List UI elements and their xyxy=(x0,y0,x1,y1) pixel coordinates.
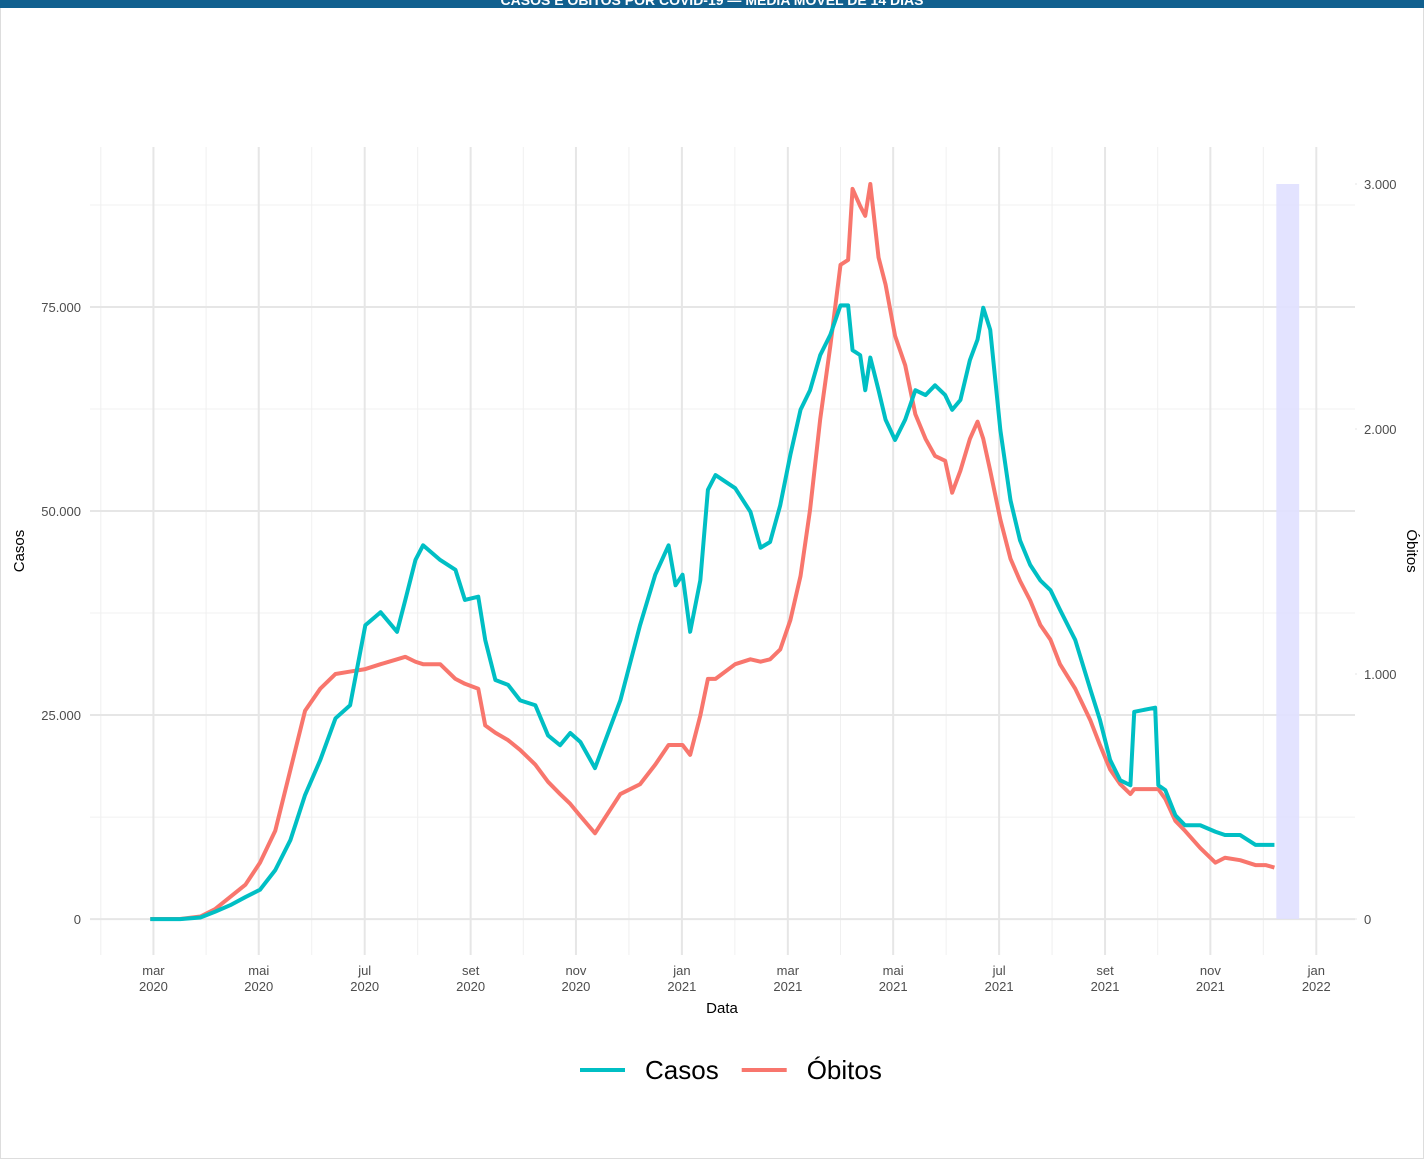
header-bar: CASOS E ÓBITOS POR COVID-19 — MÉDIA MÓVE… xyxy=(0,0,1424,8)
y-tick-label: 50.000 xyxy=(41,504,81,519)
x-tick-label: jan 2022 xyxy=(1302,963,1331,994)
chart-title: CASOS E ÓBITOS POR COVID-19 — MÉDIA MÓVE… xyxy=(500,0,924,8)
x-tick-label: nov 2020 xyxy=(561,963,590,994)
x-tick-label: mar 2021 xyxy=(773,963,802,994)
y2-tick-label: 0 xyxy=(1364,912,1371,927)
major-grid xyxy=(90,147,1355,955)
x-tick-label: set 2020 xyxy=(456,963,485,994)
series-line xyxy=(150,303,1275,922)
shaded-region xyxy=(1276,183,1300,919)
y2-axis-label: Óbitos xyxy=(1403,529,1420,572)
y-tick-label: 0 xyxy=(74,912,81,927)
x-tick-label: mai 2020 xyxy=(244,963,273,994)
y-axis-label: Casos xyxy=(11,530,28,573)
y2-tick-label: 3.000 xyxy=(1364,177,1397,192)
x-tick-label: mar 2020 xyxy=(139,963,168,994)
minor-grid xyxy=(90,147,1355,955)
legend: Casos Óbitos xyxy=(580,1055,882,1085)
y-tick-label: 75.000 xyxy=(41,300,81,315)
y2-tick-label: 1.000 xyxy=(1364,667,1397,682)
x-tick-label: jan 2021 xyxy=(667,963,696,994)
x-axis-label: Data xyxy=(706,1000,738,1017)
y2-tick-label: 2.000 xyxy=(1364,422,1397,437)
x-tick-label: mai 2021 xyxy=(879,963,908,994)
x-tick-label: nov 2021 xyxy=(1196,963,1225,994)
x-tick-label: set 2021 xyxy=(1091,963,1120,994)
x-tick-label: jul 2020 xyxy=(350,963,379,994)
y-tick-label: 25.000 xyxy=(41,708,81,723)
legend-label: Óbitos xyxy=(807,1055,882,1085)
legend-label: Casos xyxy=(645,1055,719,1085)
series-line xyxy=(150,181,1275,921)
x-tick-label: jul 2021 xyxy=(985,963,1014,994)
